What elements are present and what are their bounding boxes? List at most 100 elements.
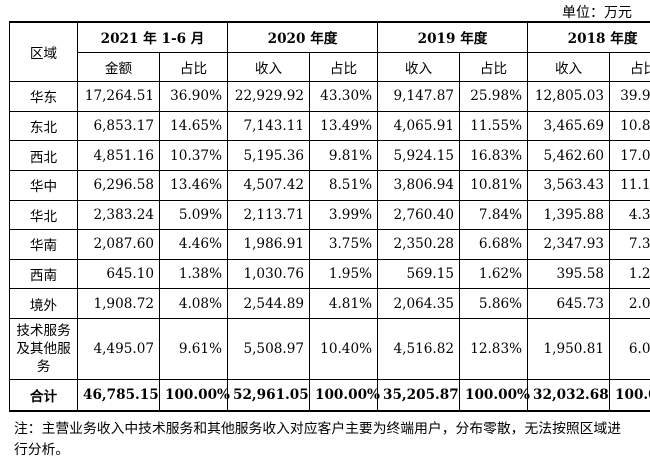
- table-row: 华南 2,087.60 4.46% 1,986.91 3.75% 2,350.28 6.68…: [9, 229, 650, 260]
- region-cell: 华北: [9, 199, 78, 231]
- amount-cell: 35,205.87: [377, 378, 461, 412]
- share-cell: 43.30%: [308, 81, 379, 112]
- share-cell: 9.61%: [159, 317, 228, 380]
- amount-cell: 569.15: [377, 258, 461, 290]
- share-cell: 11.12%: [609, 169, 650, 201]
- share-cell: 2.02%: [609, 288, 650, 319]
- share-cell: 4.36%: [609, 199, 650, 231]
- amount-cell: 6,853.17: [77, 110, 160, 142]
- amount-cell: 2,544.89: [227, 288, 310, 319]
- header-sub: 金额: [77, 51, 160, 83]
- amount-cell: 46,785.15: [77, 378, 160, 412]
- amount-cell: 3,465.69: [527, 110, 611, 142]
- amount-cell: 32,032.68: [527, 378, 611, 412]
- header-row-years: 区域 2021 年 1-6 月 2020 年度 2019 年度 2018 年度: [9, 20, 650, 83]
- share-cell: 12.83%: [459, 317, 529, 380]
- share-cell: 3.99%: [308, 199, 379, 231]
- amount-cell: 2,087.60: [77, 229, 160, 260]
- amount-cell: 52,961.05: [227, 378, 310, 412]
- share-cell: 10.40%: [308, 317, 379, 380]
- region-cell: 东北: [9, 110, 78, 142]
- amount-cell: 2,760.40: [377, 199, 461, 231]
- amount-cell: 4,065.91: [377, 110, 461, 142]
- share-cell: 100.00%: [308, 378, 380, 412]
- share-cell: 9.81%: [308, 140, 379, 171]
- share-cell: 17.05%: [609, 140, 650, 171]
- amount-cell: 3,806.94: [377, 169, 461, 201]
- footnote: 注：主营业务收入中技术服务和其他服务收入对应客户主要为终端用户，分布零散，无法按…: [14, 421, 622, 458]
- header-sub: 收入: [527, 51, 611, 83]
- amount-cell: 2,350.28: [377, 229, 461, 260]
- region-cell: 西南: [9, 258, 78, 290]
- share-cell: 7.84%: [459, 199, 529, 231]
- share-cell: 1.38%: [159, 258, 228, 290]
- share-cell: 10.81%: [459, 169, 529, 201]
- header-year-2020: 2020 年度: [226, 20, 379, 53]
- amount-cell: 6,296.58: [77, 169, 160, 201]
- header-region: 区域: [9, 21, 78, 83]
- share-cell: 13.46%: [159, 169, 228, 201]
- amount-cell: 4,851.16: [77, 140, 160, 171]
- amount-cell: 3,563.43: [527, 169, 611, 201]
- table-row: 华北 2,383.24 5.09% 2,113.71 3.99% 2,760.40 7.84…: [9, 199, 650, 231]
- header-sub: 收入: [227, 51, 310, 83]
- region-cell: 西北: [9, 140, 78, 171]
- share-cell: 14.65%: [159, 110, 228, 142]
- amount-cell: 2,383.24: [77, 199, 160, 231]
- region-cell: 境外: [9, 288, 78, 319]
- table-row: 技术服务及其他服务 4,495.07 9.61% 5,508.97 10.40% 4,51…: [9, 317, 650, 380]
- header-sub: 收入: [377, 51, 461, 83]
- amount-cell: 4,495.07: [77, 317, 160, 380]
- amount-cell: 2,113.71: [227, 199, 310, 231]
- share-cell: 4.46%: [159, 229, 228, 260]
- share-cell: 100.00%: [159, 378, 230, 412]
- amount-cell: 5,508.97: [227, 317, 310, 380]
- share-cell: 10.82%: [609, 110, 650, 142]
- amount-cell: 5,462.60: [527, 140, 611, 171]
- amount-cell: 17,264.51: [77, 81, 160, 112]
- region-cell: 华中: [9, 169, 78, 201]
- amount-cell: 7,143.11: [227, 110, 310, 142]
- table-row: 东北 6,853.17 14.65% 7,143.11 13.49% 4,065.91 11…: [9, 110, 650, 142]
- amount-cell: 22,929.92: [227, 81, 310, 112]
- header-year-2021h1: 2021 年 1-6 月: [77, 20, 228, 53]
- share-cell: 3.75%: [308, 229, 379, 260]
- share-cell: 100.00%: [609, 378, 650, 412]
- region-cell: 技术服务及其他服务: [9, 317, 78, 380]
- share-cell: 36.90%: [159, 81, 228, 112]
- unit-label: 单位：万元: [562, 5, 632, 21]
- header-sub: 占比: [609, 51, 650, 83]
- share-cell: 100.00%: [459, 378, 530, 412]
- amount-cell: 1,908.72: [77, 288, 160, 319]
- table-row: 境外 1,908.72 4.08% 2,544.89 4.81% 2,064.35 5.86…: [9, 288, 650, 319]
- share-cell: 11.55%: [459, 110, 529, 142]
- table-row: 华东 17,264.51 36.90% 22,929.92 43.30% 9,147.87…: [9, 81, 650, 112]
- total-row: 合计 46,785.15 100.00% 52,961.05 100.00% 35,205…: [9, 378, 650, 412]
- amount-cell: 2,064.35: [377, 288, 461, 319]
- amount-cell: 645.10: [77, 258, 160, 290]
- share-cell: 13.49%: [308, 110, 379, 142]
- amount-cell: 9,147.87: [377, 81, 461, 112]
- share-cell: 16.83%: [459, 140, 529, 171]
- amount-cell: 395.58: [527, 258, 611, 290]
- share-cell: 25.98%: [459, 81, 529, 112]
- region-cell: 华东: [9, 81, 78, 112]
- regional-revenue-table: 区域 2021 年 1-6 月 2020 年度 2019 年度 2018 年度 …: [9, 20, 650, 412]
- table-row: 华中 6,296.58 13.46% 4,507.42 8.51% 3,806.94 10.…: [9, 169, 650, 201]
- header-sub: 占比: [159, 51, 228, 83]
- share-cell: 7.33%: [609, 229, 650, 260]
- amount-cell: 1,030.76: [227, 258, 310, 290]
- amount-cell: 1,950.81: [527, 317, 611, 380]
- region-cell: 华南: [9, 229, 78, 260]
- amount-cell: 4,516.82: [377, 317, 461, 380]
- share-cell: 1.95%: [308, 258, 379, 290]
- share-cell: 6.68%: [459, 229, 529, 260]
- share-cell: 1.62%: [459, 258, 529, 290]
- amount-cell: 1,395.88: [527, 199, 611, 231]
- header-year-2018: 2018 年度: [527, 20, 650, 53]
- share-cell: 5.86%: [459, 288, 529, 319]
- share-cell: 10.37%: [159, 140, 228, 171]
- share-cell: 39.97%: [609, 81, 650, 112]
- amount-cell: 12,805.03: [527, 81, 611, 112]
- amount-cell: 1,986.91: [227, 229, 310, 260]
